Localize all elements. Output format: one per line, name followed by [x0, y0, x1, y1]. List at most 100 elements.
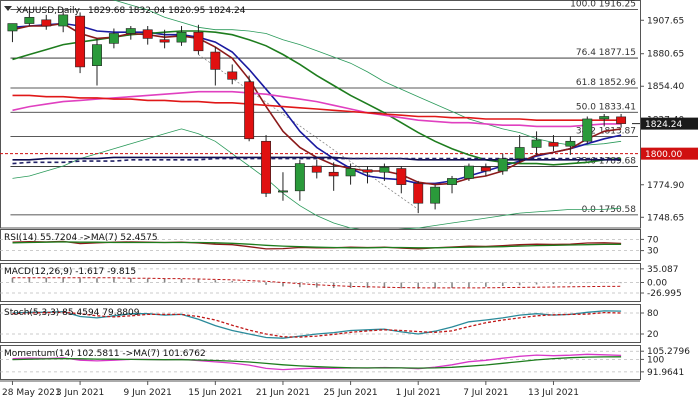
fib-level-label: 50.0 1833.41: [576, 102, 636, 112]
fib-level-label: 61.8 1852.96: [576, 78, 636, 88]
indicator-header: RSI(14) 55.7204 ->MA(7) 52.4575: [4, 233, 158, 243]
price-tick-label: 1774.90: [647, 181, 684, 191]
indicator-tick-label: 100: [647, 355, 664, 365]
indicator-panes: 70 30 RSI(14) 55.7204 ->MA(7) 52.4575 35.08…: [0, 229, 690, 380]
indicator-line: [12, 241, 622, 249]
indicator-tick-label: 35.087: [647, 265, 679, 275]
current-price-box: [641, 117, 698, 130]
time-tick-label: 13 Jul 2021: [528, 388, 579, 398]
candle-body: [41, 19, 52, 27]
candle-body: [193, 31, 204, 52]
indicator-line: [12, 353, 622, 371]
band-line: [112, 0, 622, 146]
time-tick-label: 28 May 2021: [2, 388, 61, 398]
ohlc-readout: 1829.68 1832.04 1820.95 1824.24: [88, 6, 246, 16]
candle-body: [261, 140, 272, 194]
price-pane-border: [0, 0, 641, 229]
time-tick-label: 1 Jul 2021: [396, 388, 441, 398]
indicator-line: [12, 310, 622, 339]
time-tick-label: 7 Jul 2021: [463, 388, 508, 398]
candle-body: [58, 14, 69, 27]
candle-body: [413, 183, 424, 204]
price-pane: 100.0 1916.25 76.4 1877.15 61.8 1852.96 50.…: [0, 0, 698, 231]
level-1800-box: [641, 147, 698, 160]
candle-body: [396, 168, 407, 185]
indicator-tick-label: -26.995: [647, 289, 682, 299]
indicator-pane-rsi: 70 30 RSI(14) 55.7204 ->MA(7) 52.4575: [0, 229, 659, 261]
moving-average-line: [12, 90, 622, 128]
indicator-header: Stoch(5,3,3) 85.4594 79.8809: [4, 308, 140, 318]
time-tick-label: 21 Jun 2021: [256, 388, 310, 398]
candle-body: [75, 15, 86, 68]
indicator-tick-label: 20: [647, 330, 659, 340]
fib-level-label: 76.4 1877.15: [576, 48, 636, 58]
indicator-tick-label: 70: [647, 235, 659, 245]
candle-body: [616, 116, 627, 124]
candle-body: [24, 17, 35, 24]
collapse-triangle-icon[interactable]: [4, 6, 12, 11]
indicator-tick-label: 30: [647, 247, 659, 257]
indicator-pane-macd: 35.087 0.00-26.995 MACD(12,26,9) -1.617 -9…: [0, 263, 682, 302]
fib-level-label: 100.0 1916.25: [570, 0, 636, 10]
candle-body: [447, 178, 457, 185]
level-1800-label: 1800.00: [645, 150, 682, 160]
candle-body: [294, 163, 305, 192]
candle-body: [227, 71, 238, 80]
candle-body: [362, 169, 373, 173]
candle-body: [565, 140, 576, 147]
indicator-header: Momentum(14) 102.5811 ->MA(7) 101.6762: [4, 349, 206, 359]
price-tick-label: 1854.40: [647, 82, 684, 92]
time-tick-label: 3 Jun 2021: [56, 388, 104, 398]
indicator-tick-label: 91.9641: [647, 368, 684, 378]
symbol-label: XAUUSD,Daily: [16, 6, 80, 16]
candle-body: [176, 31, 187, 43]
candle-body: [159, 39, 170, 43]
band-line: [12, 128, 622, 231]
candle-body: [582, 118, 593, 142]
candle-body: [379, 166, 390, 173]
candle-body: [430, 186, 441, 204]
indicator-line: [12, 356, 622, 369]
candle-body: [108, 33, 119, 44]
candle-body: [125, 28, 136, 34]
candle-body: [142, 29, 153, 39]
candle-body: [531, 139, 542, 148]
time-tick-label: 9 Jun 2021: [123, 388, 171, 398]
indicator-tick-label: 0.00: [647, 279, 667, 289]
time-tick-label: 25 Jun 2021: [324, 388, 378, 398]
fib-level-label: 23.6 1789.68: [576, 156, 636, 166]
indicator-pane-stoch: 80 20 Stoch(5,3,3) 85.4594 79.8809: [0, 304, 659, 343]
price-header: XAUUSD,Daily 1829.68 1832.04 1820.95 182…: [4, 6, 246, 16]
candle-body: [480, 166, 491, 172]
indicator-pane-border: [0, 229, 641, 261]
candle-body: [514, 147, 525, 159]
candle-body: [311, 165, 322, 173]
candle-body: [244, 81, 255, 140]
candle-body: [345, 168, 356, 177]
candle-body: [548, 142, 559, 147]
fib-level-label: 0.0 1750.58: [582, 205, 637, 215]
candle-body: [497, 158, 508, 172]
candle-body: [328, 171, 339, 177]
time-tick-label: 15 Jun 2021: [188, 388, 242, 398]
macd-signal-line: [12, 277, 622, 289]
price-tick-label: 1907.65: [647, 16, 684, 26]
indicator-pane-border: [0, 345, 641, 380]
price-tick-label: 1880.65: [647, 50, 684, 60]
indicator-tick-label: 80: [647, 309, 659, 319]
current-price-label: 1824.24: [645, 120, 682, 130]
moving-average-line: [12, 94, 622, 121]
candle-body: [92, 44, 102, 66]
fib-trendline: [198, 54, 419, 210]
candle-body: [278, 190, 288, 193]
candle-body: [210, 51, 221, 70]
indicator-tick-label: 105.2796: [647, 347, 690, 357]
candle-body: [7, 23, 18, 32]
candle-body: [463, 165, 474, 179]
indicator-header: MACD(12,26,9) -1.617 -9.815: [4, 267, 136, 277]
indicator-line: [12, 311, 622, 338]
candle-body: [599, 116, 610, 120]
